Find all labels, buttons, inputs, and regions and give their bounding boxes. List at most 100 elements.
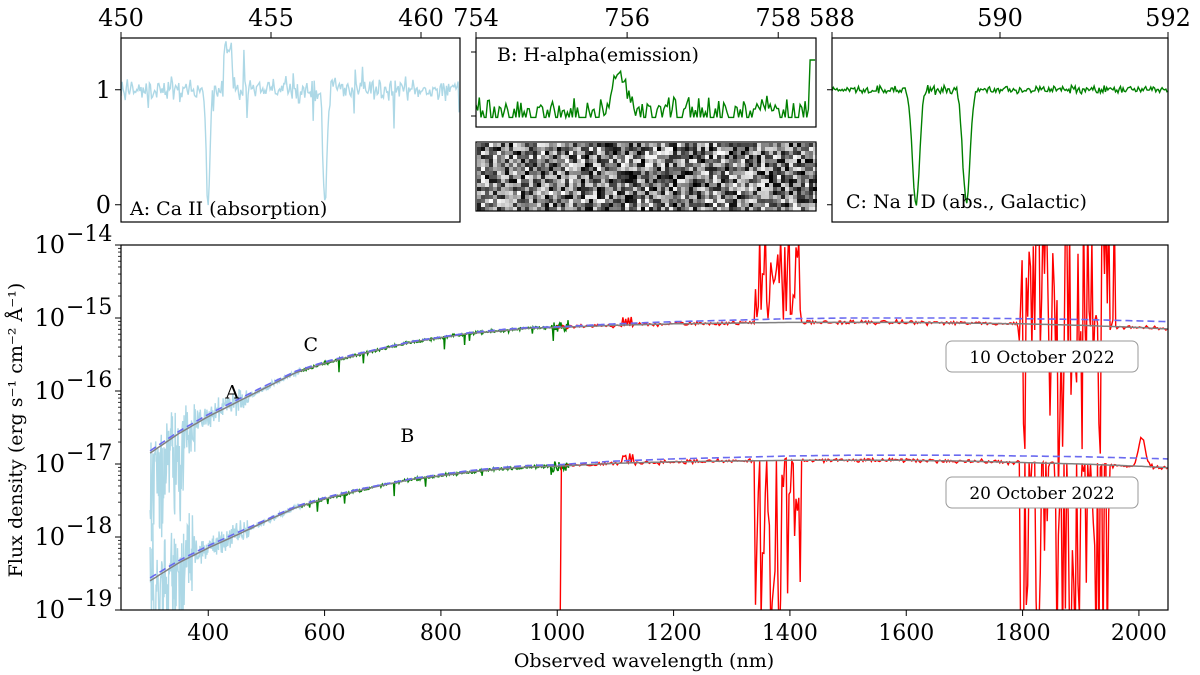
panel-b-2d-pixel	[729, 203, 733, 207]
panel-b-2d-pixel	[549, 155, 553, 159]
panel-b-2d-pixel	[569, 159, 573, 163]
panel-b-2d-pixel	[625, 183, 629, 187]
panel-b-2d-pixel	[645, 179, 649, 183]
panel-b-2d-pixel	[625, 175, 629, 179]
panel-b-2d-pixel	[685, 143, 689, 147]
panel-b-2d-pixel	[689, 199, 693, 203]
panel-b-2d-pixel	[505, 187, 509, 191]
panel-b-2d-pixel	[577, 175, 581, 179]
panel-b-2d-pixel	[637, 159, 641, 163]
panel-b-2d-pixel	[593, 143, 597, 147]
panel-b-2d-pixel	[581, 183, 585, 187]
panel-b-2d-pixel	[521, 143, 525, 147]
panel-b-2d-pixel	[593, 151, 597, 155]
panel-b-2d-pixel	[753, 199, 757, 203]
panel-b-2d-pixel	[561, 191, 565, 195]
panel-b-2d-pixel	[481, 199, 485, 203]
panel-b-2d-pixel	[509, 191, 513, 195]
panel-b-2d-pixel	[545, 159, 549, 163]
panel-b-2d-pixel	[769, 195, 773, 199]
panel-b-2d-pixel	[625, 203, 629, 207]
panel-b-2d-pixel	[501, 191, 505, 195]
panel-b-2d-pixel	[777, 179, 781, 183]
panel-b-2d-pixel	[613, 163, 617, 167]
panel-b-2d-pixel	[517, 163, 521, 167]
panel-b-2d-pixel	[477, 163, 481, 167]
panel-b-2d-pixel	[689, 187, 693, 191]
panel-b-2d-pixel	[605, 143, 609, 147]
panel-b-2d-pixel	[753, 207, 757, 211]
panel-b-2d-pixel	[565, 151, 569, 155]
panel-b-2d-pixel	[625, 207, 629, 211]
panel-b-2d-pixel	[593, 155, 597, 159]
panel-b-2d-pixel	[481, 175, 485, 179]
panel-b-2d-pixel	[541, 187, 545, 191]
panel-b-2d-pixel	[505, 147, 509, 151]
panel-b-2d-pixel	[693, 203, 697, 207]
panel-b-2d-pixel	[569, 175, 573, 179]
panel-b-2d-pixel	[789, 151, 793, 155]
panel-b-2d-pixel	[765, 159, 769, 163]
panel-b-2d-pixel	[653, 143, 657, 147]
panel-b-2d-pixel	[589, 159, 593, 163]
panel-b-2d-pixel	[721, 187, 725, 191]
panel-b-2d-pixel	[781, 167, 785, 171]
panel-b-2d-pixel	[569, 207, 573, 211]
panel-b-2d-pixel	[493, 143, 497, 147]
panel-b-2d-pixel	[809, 171, 813, 175]
panel-b-2d-pixel	[545, 143, 549, 147]
panel-b-2d-pixel	[761, 171, 765, 175]
panel-b-2d-pixel	[569, 203, 573, 207]
panel-b-2d-pixel	[605, 179, 609, 183]
panel-b-2d-pixel	[773, 191, 777, 195]
panel-b-2d-pixel	[761, 187, 765, 191]
panel-b-2d-pixel	[765, 155, 769, 159]
panel-b-2d-pixel	[653, 199, 657, 203]
panel-b-2d-pixel	[553, 187, 557, 191]
panel-b-2d-pixel	[553, 199, 557, 203]
panel-b-2d-pixel	[541, 183, 545, 187]
panel-b-2d-pixel	[661, 167, 665, 171]
panel-b-2d-pixel	[681, 179, 685, 183]
panel-b-2d-pixel	[577, 195, 581, 199]
panel-a-spectrum	[121, 41, 460, 206]
panel-b-2d-pixel	[729, 187, 733, 191]
panel-b-2d-pixel	[677, 147, 681, 151]
panel-b-2d-pixel	[713, 199, 717, 203]
panel-b-2d-pixel	[781, 207, 785, 211]
panel-b-2d-pixel	[489, 151, 493, 155]
panel-b-2d-pixel	[485, 175, 489, 179]
panel-b-2d-pixel	[701, 143, 705, 147]
panel-b-2d-pixel	[597, 203, 601, 207]
panel-b-2d-pixel	[701, 183, 705, 187]
panel-b-2d-pixel	[633, 155, 637, 159]
panel-b-2d-pixel	[729, 155, 733, 159]
panel-b-2d-pixel	[637, 195, 641, 199]
panel-b-2d-pixel	[709, 159, 713, 163]
panel-b-2d-pixel	[621, 199, 625, 203]
panel-b-2d-pixel	[537, 175, 541, 179]
panel-b-2d-pixel	[721, 199, 725, 203]
panel-b-2d-pixel	[793, 195, 797, 199]
panel-b-2d-pixel	[617, 175, 621, 179]
panel-b-2d-pixel	[697, 199, 701, 203]
panel-b-2d-pixel	[541, 147, 545, 151]
panel-b-2d-pixel	[593, 147, 597, 151]
panel-b-2d-pixel	[557, 155, 561, 159]
panel-b-2d-pixel	[753, 183, 757, 187]
panel-b-2d-pixel	[661, 203, 665, 207]
panel-b-2d-pixel	[657, 195, 661, 199]
panel-b-2d-pixel	[577, 151, 581, 155]
panel-b-2d-pixel	[589, 187, 593, 191]
panel-b-2d-pixel	[813, 151, 817, 155]
panel-b-2d-pixel	[681, 203, 685, 207]
panel-b-2d-pixel	[665, 183, 669, 187]
panel-b-2d-pixel	[713, 155, 717, 159]
panel-b-2d-pixel	[809, 187, 813, 191]
panel-b-2d-pixel	[773, 167, 777, 171]
panel-b-2d-pixel	[641, 183, 645, 187]
panel-b-2d-pixel	[521, 163, 525, 167]
panel-b-2d-pixel	[493, 163, 497, 167]
panel-b-2d-pixel	[585, 187, 589, 191]
panel-b-2d-pixel	[605, 183, 609, 187]
